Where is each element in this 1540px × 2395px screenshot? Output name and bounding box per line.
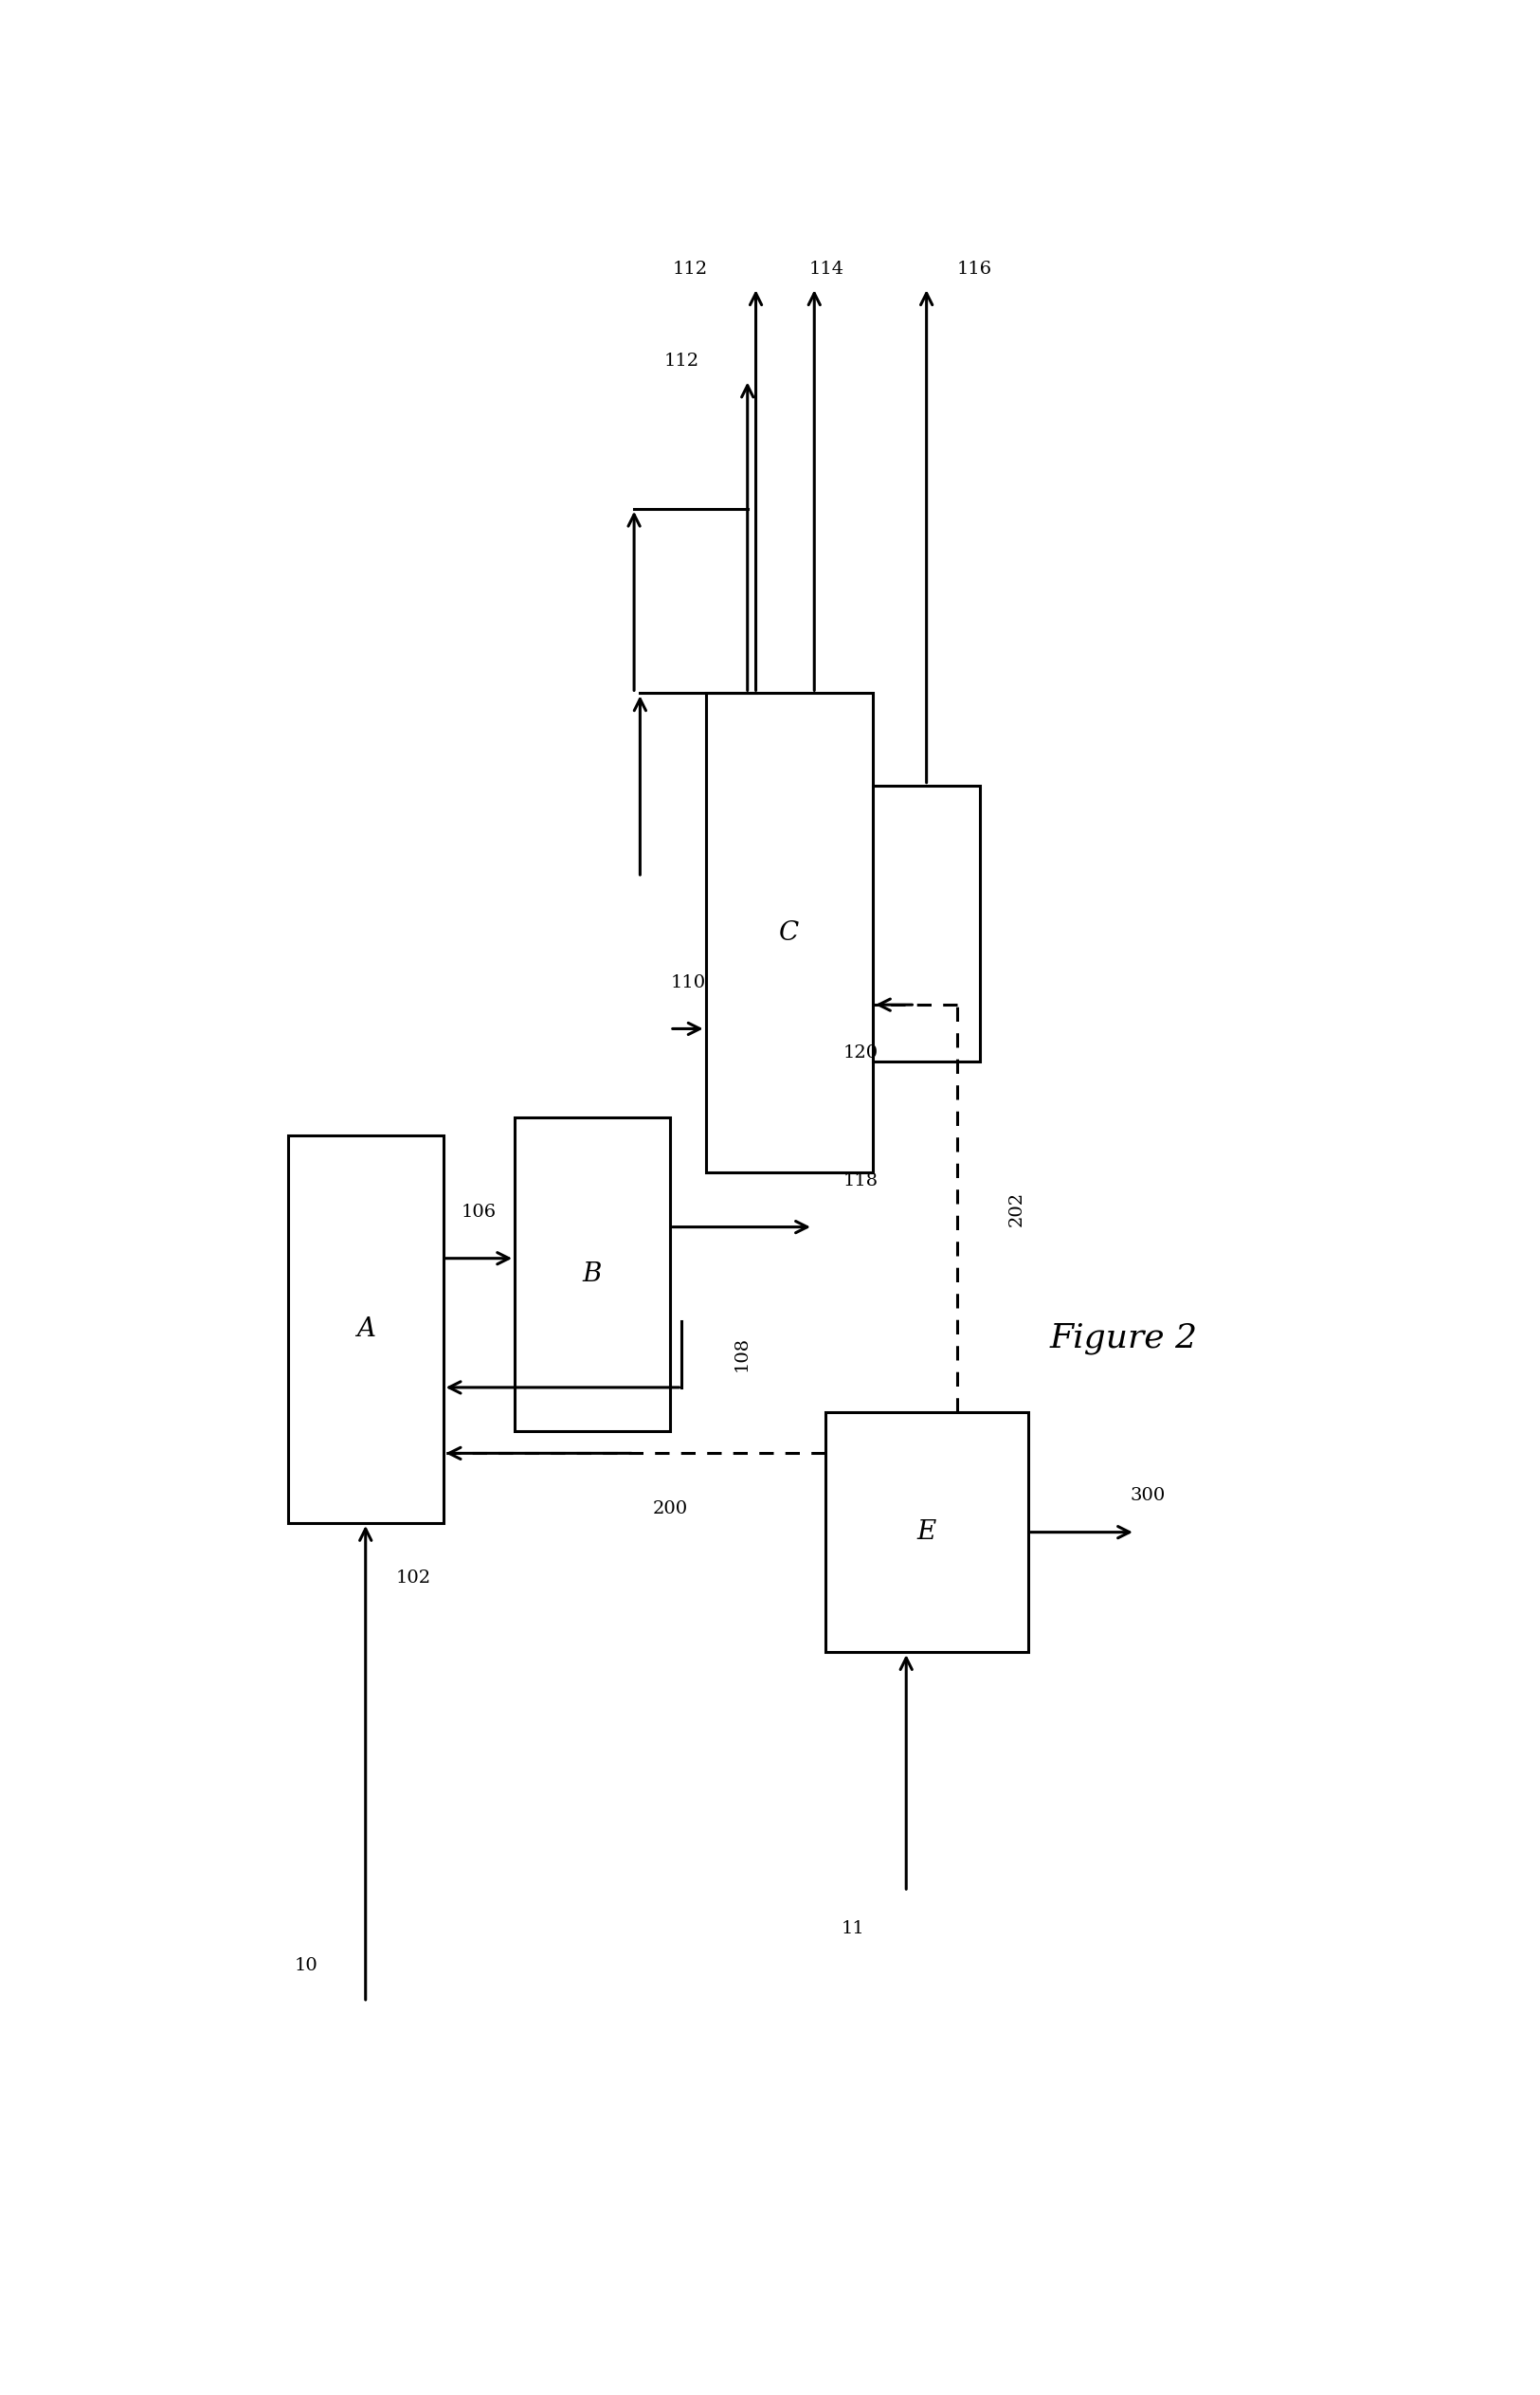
Bar [514,1116,670,1430]
Text: 11: 11 [841,1921,864,1938]
Text: 106: 106 [462,1205,496,1221]
Bar [873,786,979,1061]
Text: C: C [779,920,799,946]
Text: Figure 2: Figure 2 [1049,1322,1198,1356]
Bar [705,692,873,1174]
Text: 202: 202 [1009,1190,1026,1226]
Text: 108: 108 [733,1336,750,1372]
Text: 118: 118 [844,1174,878,1190]
Text: 300: 300 [1130,1487,1164,1504]
Text: 112: 112 [673,261,708,278]
Text: 112: 112 [664,352,699,369]
Text: 116: 116 [956,261,992,278]
Text: 102: 102 [396,1569,431,1588]
Bar [288,1135,444,1523]
Bar [825,1413,1029,1653]
Text: 114: 114 [808,261,844,278]
Text: A: A [356,1317,376,1341]
Text: 200: 200 [653,1499,687,1516]
Text: E: E [916,1518,936,1545]
Text: 110: 110 [670,975,705,992]
Text: B: B [582,1262,602,1286]
Text: 120: 120 [844,1044,878,1061]
Text: 10: 10 [294,1957,317,1973]
